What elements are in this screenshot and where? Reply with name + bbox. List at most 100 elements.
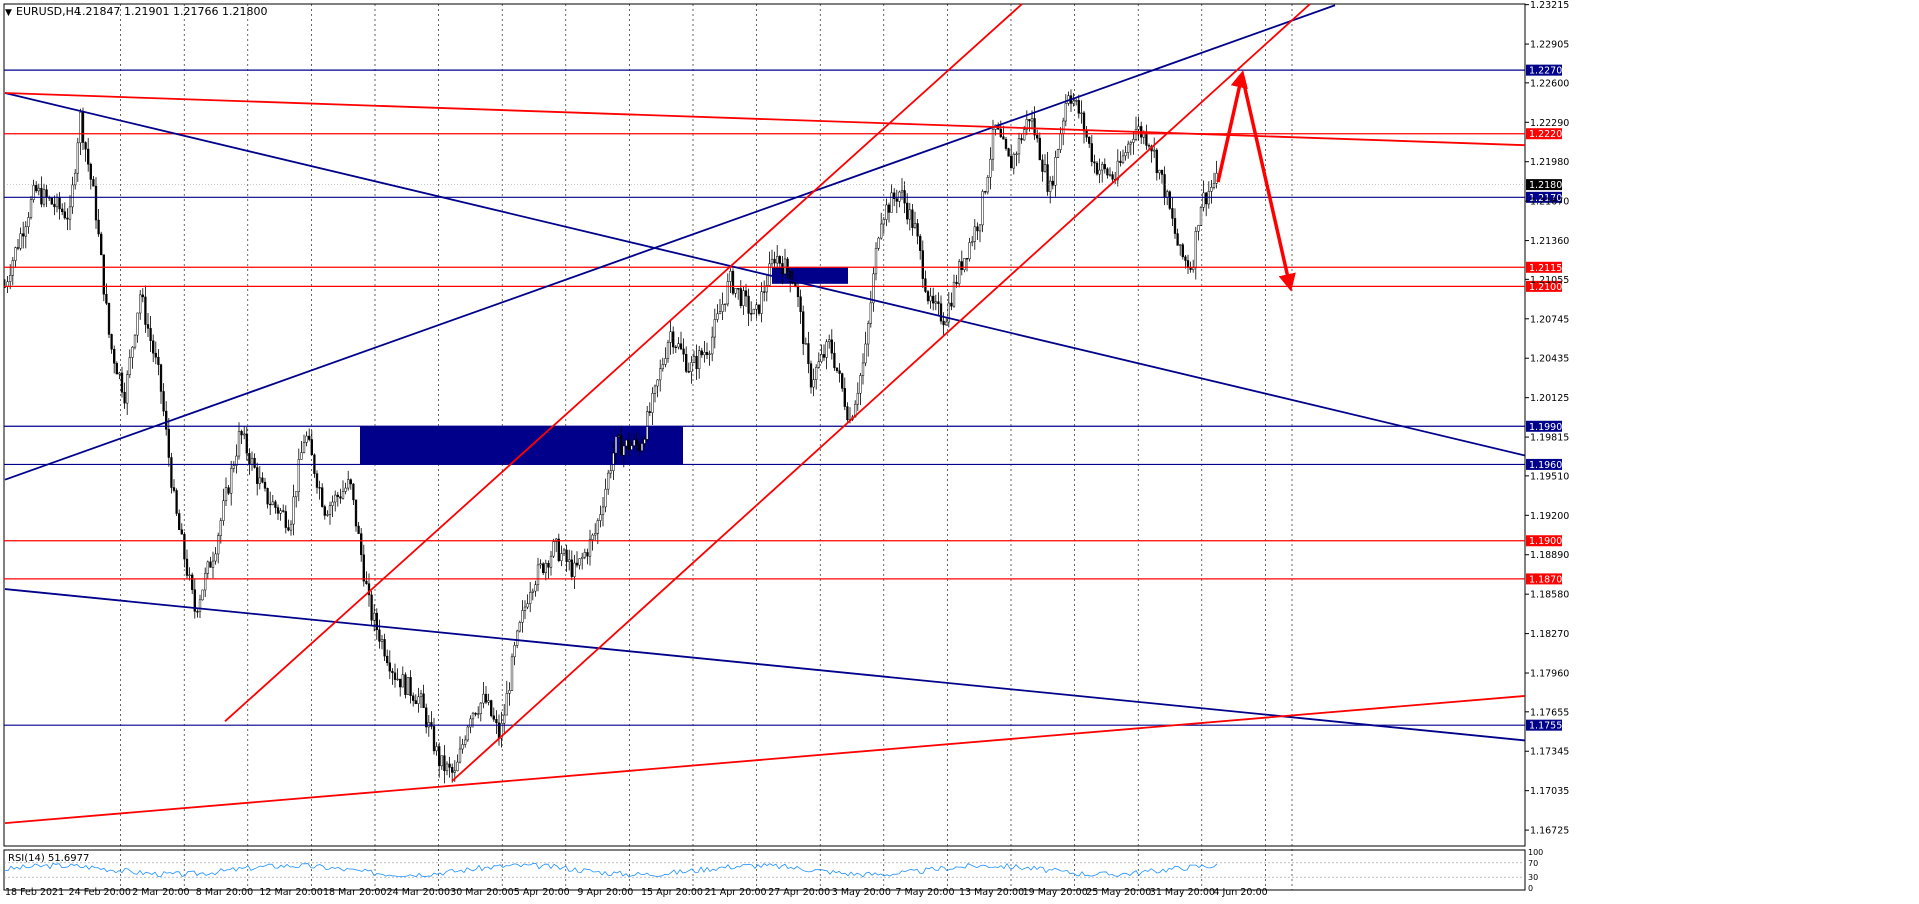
candle-body (809, 363, 813, 388)
candle-body (360, 533, 363, 556)
candle-body (981, 191, 984, 226)
candle-body (469, 718, 472, 728)
level-price-label: 1.19900 (1529, 422, 1568, 433)
trendline[interactable] (4, 588, 1526, 742)
header-dropdown-icon[interactable]: ▼ (5, 8, 12, 18)
candle-body (1004, 138, 1008, 149)
price-tick-label: 1.19510 (1530, 471, 1569, 482)
candle-body (591, 534, 594, 540)
candle-body (1171, 208, 1174, 219)
projection-arrow (1240, 74, 1296, 292)
trendline[interactable] (224, 3, 1023, 723)
candle-body (708, 353, 711, 355)
candle-body (570, 559, 573, 577)
candle-body (430, 722, 433, 727)
candle-body (1017, 138, 1021, 155)
candle-body (703, 351, 706, 356)
trendline[interactable] (4, 4, 1336, 481)
candle-body (209, 561, 212, 568)
price-tick-label: 1.20745 (1530, 314, 1569, 325)
candle-body (575, 562, 579, 566)
candle-body (578, 558, 581, 566)
candle-body (1046, 164, 1049, 192)
candle-body (932, 295, 935, 304)
candle-body (123, 392, 126, 404)
price-tick-label: 1.20435 (1530, 354, 1569, 365)
level-price-label: 1.18700 (1529, 574, 1568, 585)
candle-body (1075, 100, 1078, 102)
candle-body (1197, 225, 1200, 232)
candle-body (856, 392, 859, 405)
candle-body (71, 184, 74, 208)
candle-body (734, 288, 737, 294)
candle-body (1124, 152, 1127, 157)
candle-body (74, 172, 77, 186)
time-tick-label: 30 Mar 20:00 (450, 887, 513, 898)
candle-body (755, 304, 758, 310)
candle-body (523, 606, 527, 611)
candle-body (1163, 174, 1166, 198)
candle-body (518, 622, 521, 632)
level-price-badge (1526, 64, 1562, 76)
candle-body (375, 612, 378, 630)
level-price-badge (1526, 179, 1562, 191)
candle-body (79, 111, 82, 144)
candle-body (128, 357, 131, 375)
candle-body (934, 301, 937, 304)
candle-body (419, 693, 423, 698)
candle-body (807, 343, 810, 364)
candle-body (414, 700, 417, 704)
candle-body (126, 374, 129, 404)
candle-body (92, 179, 95, 187)
level-price-label: 1.17550 (1529, 721, 1568, 732)
candle-body (1033, 118, 1036, 136)
candle-body (1025, 119, 1028, 130)
candle-body (1077, 100, 1080, 114)
candle-body (568, 559, 571, 562)
trendline[interactable] (4, 92, 1526, 147)
candle-body (942, 320, 945, 326)
candle-body (562, 549, 566, 554)
candle-body (362, 554, 365, 582)
candle-body (625, 439, 628, 447)
candle-body (843, 388, 846, 407)
candle-body (167, 428, 170, 458)
candle-body (388, 662, 391, 672)
candle-body (770, 258, 774, 265)
candle-body (542, 563, 545, 574)
candle-body (339, 496, 342, 499)
time-tick-label: 24 Feb 20:00 (69, 887, 131, 898)
candle-body (331, 501, 334, 506)
candle-body (157, 356, 160, 365)
candle-body (315, 473, 319, 488)
candle-body (607, 472, 610, 490)
candle-body (1147, 145, 1151, 147)
candle-body (906, 202, 909, 220)
candle-body (711, 336, 714, 355)
candle-body (747, 295, 750, 314)
trendline[interactable] (4, 695, 1526, 825)
candle-body (1129, 142, 1132, 145)
candle-body (484, 693, 488, 703)
candle-body (830, 339, 833, 354)
candle-body (193, 589, 196, 612)
candle-body (1023, 129, 1026, 141)
candle-body (1108, 174, 1112, 176)
trendline[interactable] (451, 3, 1311, 782)
candle-body (458, 748, 462, 763)
candle-body (622, 445, 625, 456)
trendline[interactable] (4, 92, 1526, 457)
price-tick-label: 1.16725 (1530, 826, 1569, 837)
candle-body (557, 538, 560, 561)
candle-body (630, 445, 633, 450)
candle-body (318, 487, 321, 489)
candle-body (386, 655, 389, 664)
candle-body (380, 639, 384, 642)
candle-body (334, 494, 337, 503)
time-tick-label: 5 Apr 20:00 (514, 887, 570, 898)
candle-body (344, 487, 347, 492)
candle-body (659, 368, 662, 381)
candle-body (846, 406, 849, 421)
